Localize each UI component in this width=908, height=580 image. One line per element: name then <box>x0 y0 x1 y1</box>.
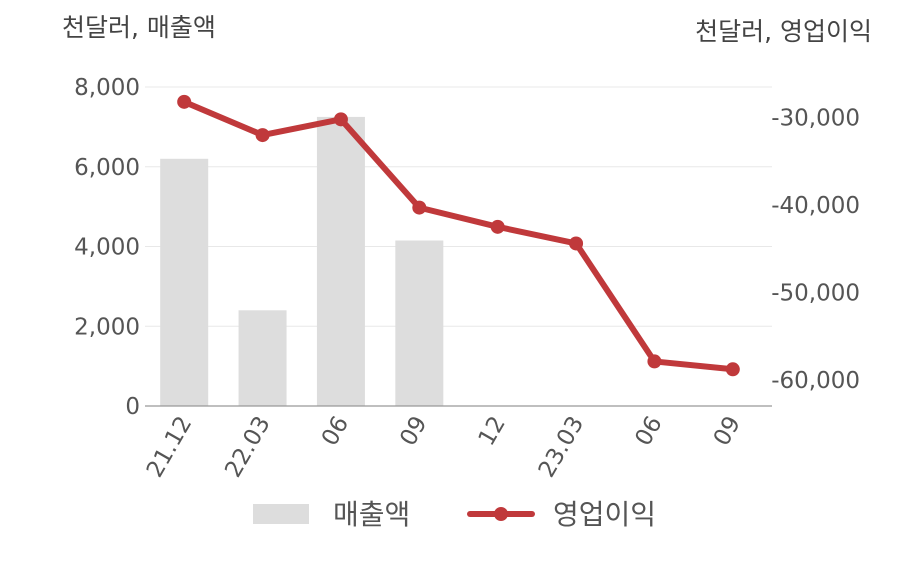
left-tick-label: 2,000 <box>74 314 140 340</box>
line-series <box>177 94 740 377</box>
left-tick-label: 8,000 <box>74 75 140 101</box>
line-point <box>177 94 192 109</box>
x-tick-label: 12 <box>474 412 511 450</box>
line-path <box>181 98 736 373</box>
right-tick-label: -30,000 <box>771 106 860 132</box>
x-tick-label: 09 <box>709 412 746 450</box>
right-tick-label: -40,000 <box>771 193 860 219</box>
left-tick-label: 6,000 <box>74 155 140 181</box>
legend: 매출액 영업이익 <box>253 498 656 531</box>
right-axis-unit-label: 천달러, 영업이익 <box>695 17 872 46</box>
line-point <box>255 128 270 143</box>
left-axis-unit-label: 천달러, 매출액 <box>62 13 216 42</box>
bar <box>160 158 209 406</box>
legend-label: 영업이익 <box>553 498 656 531</box>
legend-label: 매출액 <box>333 498 410 531</box>
line-point <box>333 112 348 127</box>
line-point <box>490 219 505 234</box>
line-point <box>647 354 662 369</box>
x-tick-label: 06 <box>317 412 354 450</box>
x-tick-label: 09 <box>395 412 432 450</box>
line-point <box>725 362 740 377</box>
x-tick-label: 23.03 <box>534 412 589 482</box>
line-point <box>412 200 427 215</box>
bar <box>316 116 365 406</box>
left-tick-label: 0 <box>125 394 140 420</box>
right-tick-label: -60,000 <box>771 368 860 394</box>
legend-swatch-marker <box>494 507 508 521</box>
x-tick-label: 22.03 <box>220 412 275 482</box>
x-tick-label: 21.12 <box>142 412 197 482</box>
bar <box>395 240 444 406</box>
bar-series <box>160 116 444 406</box>
bar <box>238 310 287 406</box>
x-tick-label: 06 <box>630 412 667 450</box>
left-tick-label: 4,000 <box>74 235 140 261</box>
legend-swatch-bar <box>253 504 309 524</box>
line-point <box>569 236 584 251</box>
right-tick-label: -50,000 <box>771 280 860 306</box>
